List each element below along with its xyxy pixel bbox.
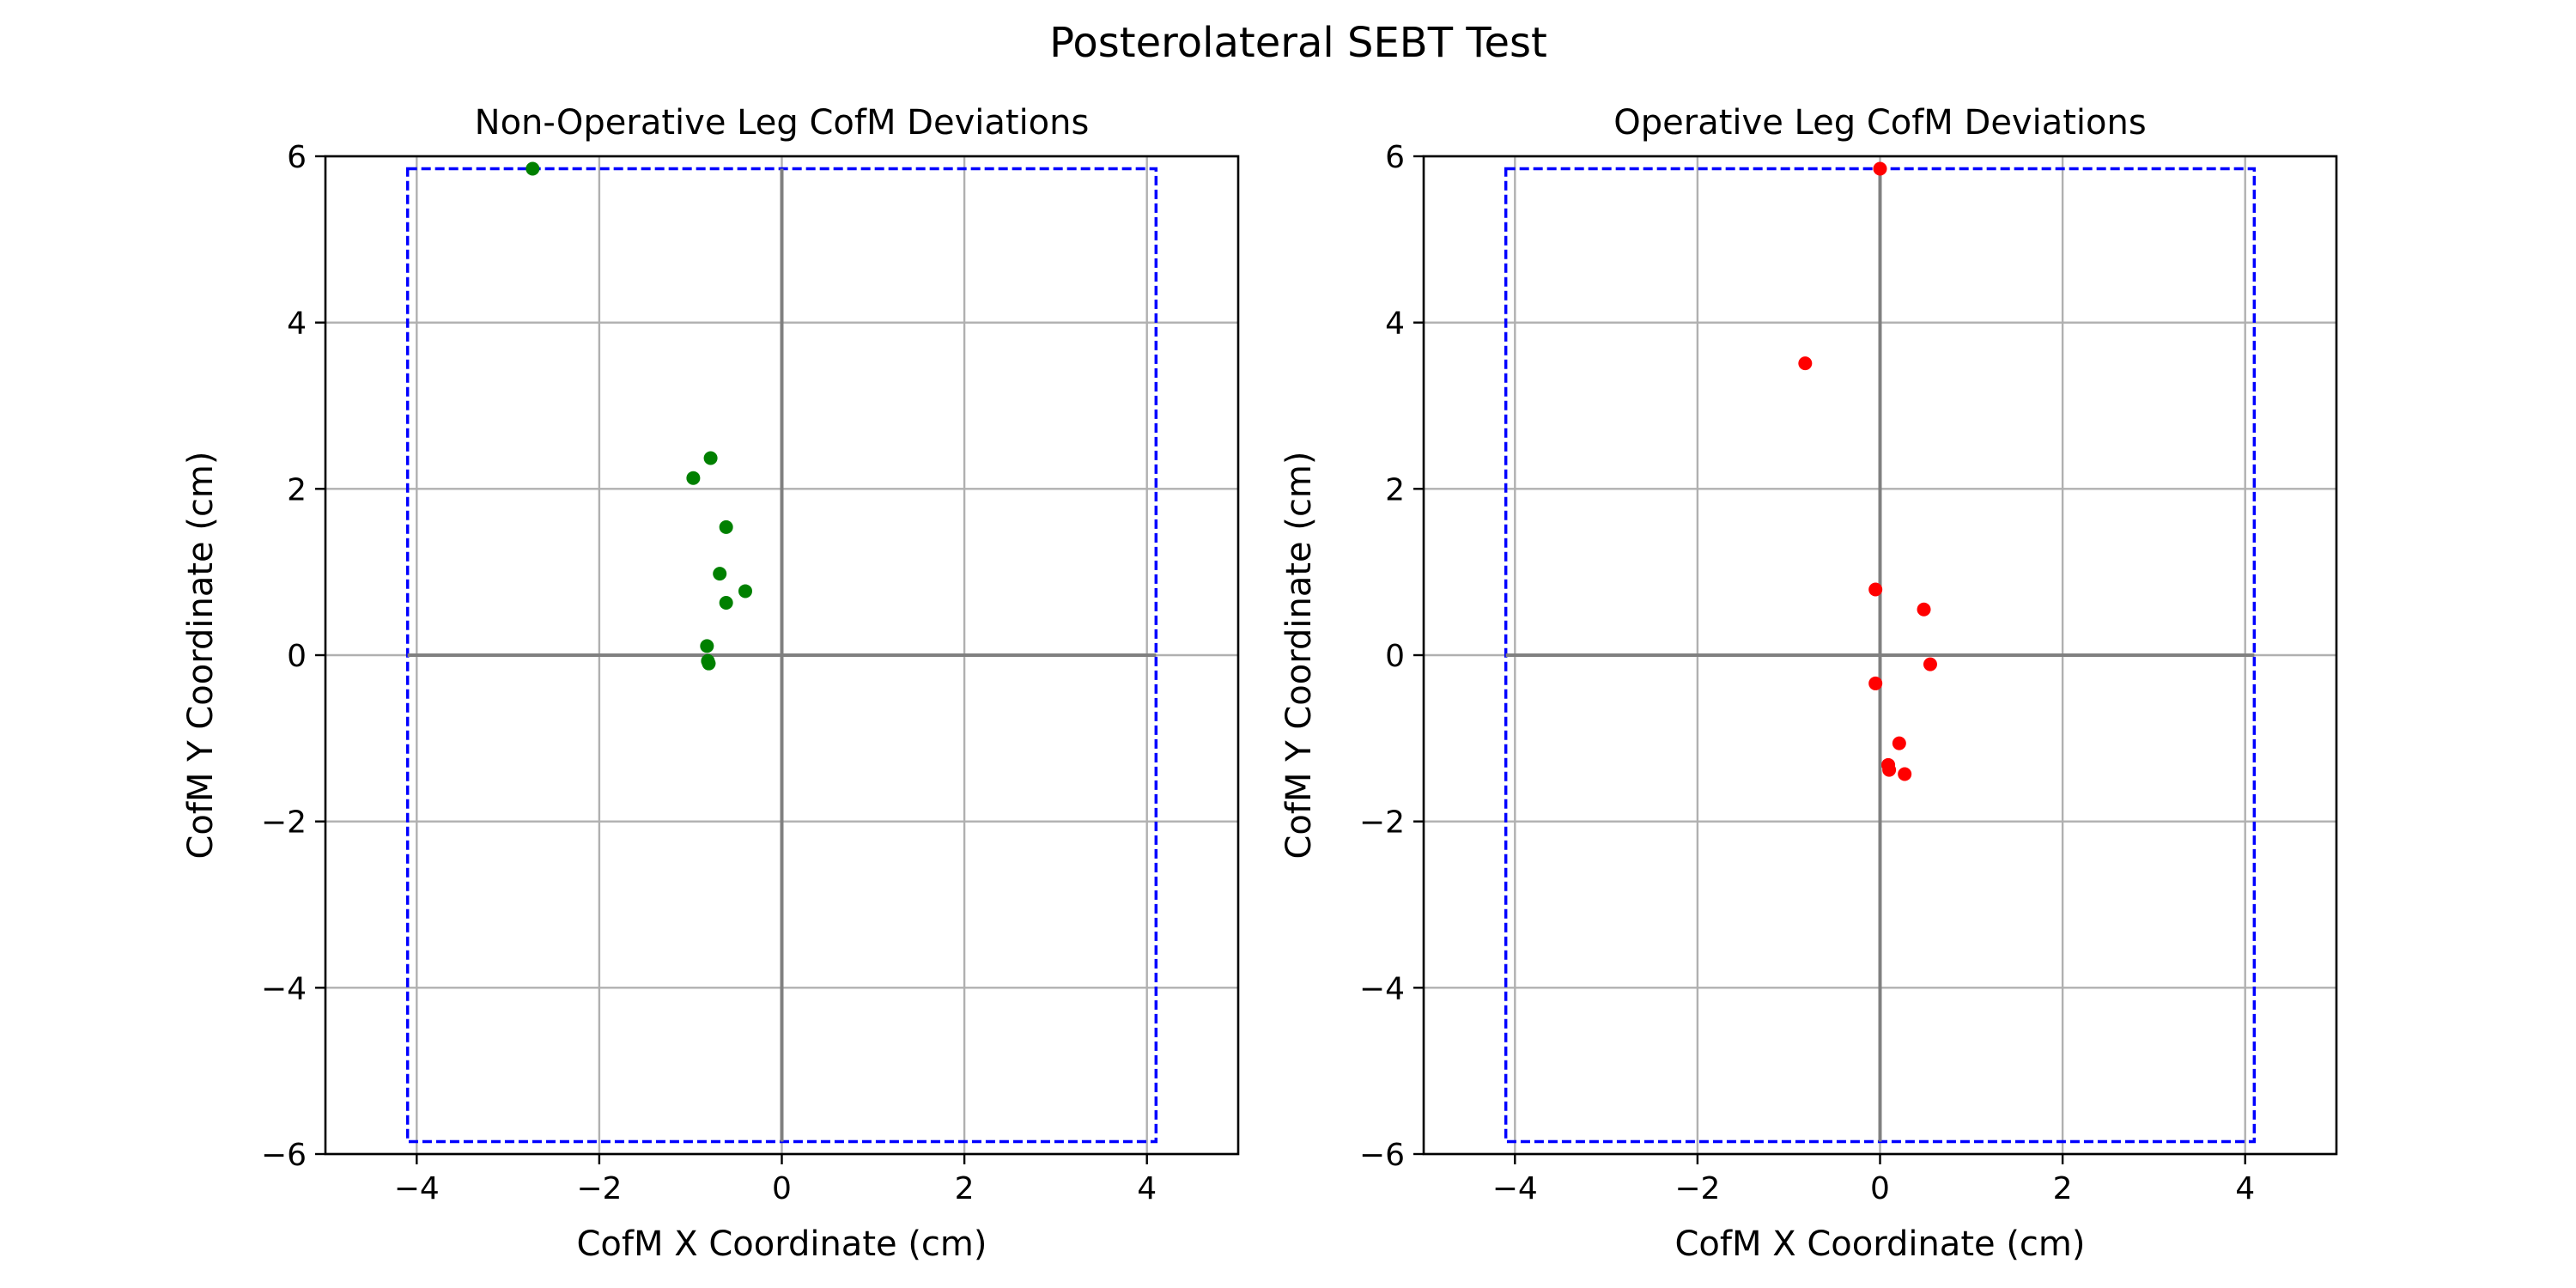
data-point <box>700 639 714 653</box>
y-tick-label: −2 <box>261 805 307 841</box>
data-point <box>702 656 716 671</box>
y-tick-label: 2 <box>1385 472 1405 507</box>
y-tick-label: 4 <box>287 307 307 342</box>
y-tick-label: −4 <box>1359 971 1405 1006</box>
data-point <box>1868 676 1883 690</box>
data-point <box>686 471 701 485</box>
y-axis-label: CofM Y Coordinate (cm) <box>181 451 221 859</box>
data-point <box>703 451 718 465</box>
y-tick-label: 4 <box>1385 307 1405 342</box>
panel-title: Non-Operative Leg CofM Deviations <box>475 103 1090 143</box>
data-point <box>719 595 733 610</box>
x-tick-label: −4 <box>1492 1171 1538 1206</box>
y-tick-label: −6 <box>261 1138 307 1173</box>
data-point <box>1898 767 1912 781</box>
y-tick-label: 2 <box>287 472 307 507</box>
panel-non-operative: −4 −2 0 2 4 −6 −4 −2 0 2 4 6 Non-Operative Leg CofM … <box>181 103 1240 1264</box>
data-point <box>719 519 733 534</box>
y-tick-label: −6 <box>1359 1138 1405 1173</box>
x-axis-label: CofM X Coordinate (cm) <box>577 1224 987 1264</box>
data-point <box>1798 356 1813 371</box>
x-tick-label: 4 <box>2235 1171 2255 1206</box>
figure-title: Posterolateral SEBT Test <box>1049 19 1547 67</box>
data-point <box>1882 762 1897 777</box>
x-tick-label: 2 <box>955 1171 975 1206</box>
x-tick-label: 2 <box>2053 1171 2073 1206</box>
panel-operative: −4 −2 0 2 4 −6 −4 −2 0 2 4 6 Operative Leg CofM Devi… <box>1279 103 2338 1264</box>
data-point <box>526 161 540 176</box>
x-tick-label: 4 <box>1137 1171 1157 1206</box>
x-tick-label: 0 <box>772 1171 792 1206</box>
data-point <box>1917 602 1931 617</box>
data-point <box>738 584 752 598</box>
data-point <box>1892 736 1906 750</box>
x-tick-label: −2 <box>1674 1171 1720 1206</box>
data-point <box>1873 161 1887 176</box>
data-point <box>1868 582 1883 597</box>
y-tick-label: −2 <box>1359 805 1405 841</box>
y-tick-label: 6 <box>1385 140 1405 175</box>
y-tick-label: 0 <box>1385 639 1405 674</box>
x-tick-label: −2 <box>576 1171 622 1206</box>
data-point <box>713 567 727 581</box>
x-tick-label: −4 <box>394 1171 440 1206</box>
y-axis-label: CofM Y Coordinate (cm) <box>1279 451 1319 859</box>
y-tick-label: 6 <box>287 140 307 175</box>
panel-title: Operative Leg CofM Deviations <box>1613 103 2146 143</box>
x-tick-label: 0 <box>1870 1171 1890 1206</box>
y-tick-label: 0 <box>287 639 307 674</box>
x-axis-label: CofM X Coordinate (cm) <box>1675 1224 2086 1264</box>
data-point <box>1923 657 1937 671</box>
y-tick-label: −4 <box>261 971 307 1006</box>
